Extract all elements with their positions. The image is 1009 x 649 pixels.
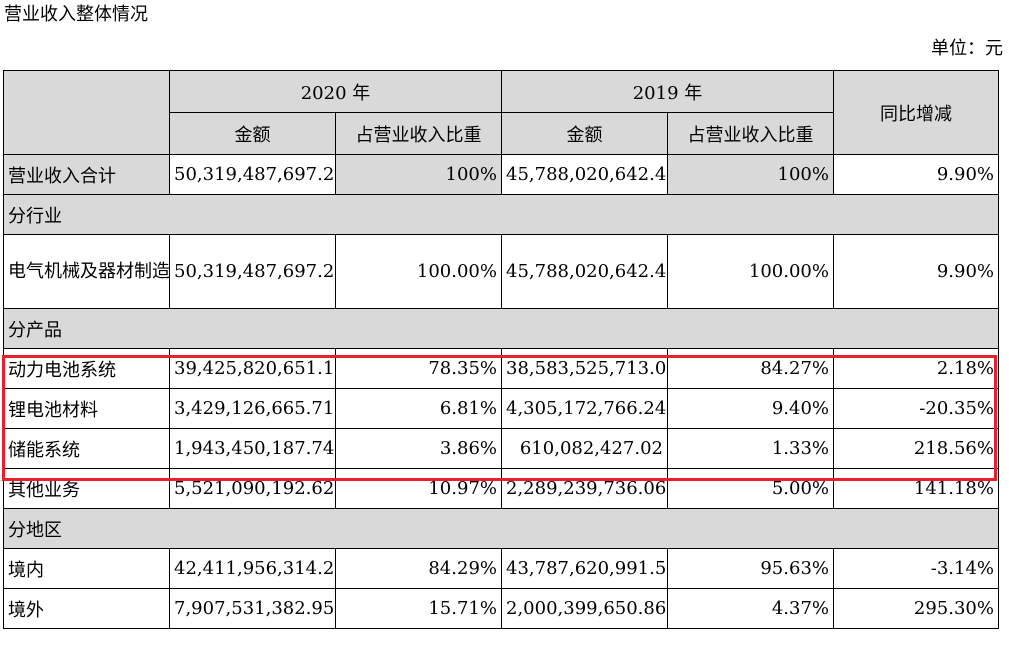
amount-2020: 50,319,487,697.20 — [169, 154, 336, 195]
table-row-overseas: 境外 7,907,531,382.95 15.71% 2,000,399,650… — [3, 588, 999, 629]
ratio-2020: 15.71% — [335, 588, 502, 629]
table-row-storage: 储能系统 1,943,450,187.74 3.86% 610,082,427.… — [3, 428, 999, 469]
amount-2019: 2,289,239,736.06 — [501, 468, 668, 509]
ratio-2019: 1.33% — [667, 428, 834, 469]
amount-2019: 2,000,399,650.86 — [501, 588, 668, 629]
ratio-2019: 4.37% — [667, 588, 834, 629]
document-title: 营业收入整体情况 — [4, 4, 148, 25]
row-label: 锂电池材料 — [3, 388, 170, 429]
yoy-change: 218.56% — [833, 428, 999, 469]
ratio-2020: 84.29% — [335, 548, 502, 589]
ratio-2019: 100% — [667, 154, 834, 195]
row-label: 其他业务 — [3, 468, 170, 509]
ratio-2020: 3.86% — [335, 428, 502, 469]
amount-2019: 43,787,620,991.55 — [501, 548, 668, 589]
unit-label: 单位：元 — [931, 38, 1003, 59]
ratio-2019: 84.27% — [667, 348, 834, 389]
ratio-2019: 5.00% — [667, 468, 834, 509]
ratio-2019: 9.40% — [667, 388, 834, 429]
ratio-2019: 95.63% — [667, 548, 834, 589]
table-row-other: 其他业务 5,521,090,192.62 10.97% 2,289,239,7… — [3, 468, 999, 509]
table-row-domestic: 境内 42,411,956,314.25 84.29% 43,787,620,9… — [3, 548, 999, 589]
amount-2020: 50,319,487,697.20 — [169, 234, 336, 309]
header-amount-2019: 金额 — [501, 112, 668, 155]
amount-2020: 7,907,531,382.95 — [169, 588, 336, 629]
row-label: 储能系统 — [3, 428, 170, 469]
row-label: 电气机械及器材制造业 — [3, 234, 170, 309]
table-row-power-battery: 动力电池系统 39,425,820,651.13 78.35% 38,583,5… — [3, 348, 999, 389]
yoy-change: 295.30% — [833, 588, 999, 629]
ratio-2019: 100.00% — [667, 234, 834, 309]
amount-2019: 38,583,525,713.09 — [501, 348, 668, 389]
amount-2019: 45,788,020,642.41 — [501, 234, 668, 309]
row-label: 动力电池系统 — [3, 348, 170, 389]
header-ratio-2020: 占营业收入比重 — [335, 112, 502, 155]
yoy-change: 9.90% — [833, 154, 999, 195]
yoy-change: -3.14% — [833, 548, 999, 589]
amount-2020: 3,429,126,665.71 — [169, 388, 336, 429]
header-ratio-2019: 占营业收入比重 — [667, 112, 834, 155]
amount-2019: 610,082,427.02 — [501, 428, 668, 469]
header-row-years: 2020 年 2019 年 同比增减 — [3, 70, 999, 155]
ratio-2020: 10.97% — [335, 468, 502, 509]
yoy-change: 2.18% — [833, 348, 999, 389]
header-row-columns: 金额 占营业收入比重 金额 占营业收入比重 — [4, 112, 999, 155]
yoy-change: -20.35% — [833, 388, 999, 429]
section-row-product: 分产品 — [3, 308, 999, 349]
row-label: 境外 — [3, 588, 170, 629]
header-yoy: 同比增减 — [833, 70, 999, 155]
row-label: 营业收入合计 — [3, 154, 170, 195]
table-row-industry: 电气机械及器材制造业 50,319,487,697.20 100.00% 45,… — [3, 234, 999, 309]
amount-2020: 5,521,090,192.62 — [169, 468, 336, 509]
header-year-2019: 2019 年 — [501, 70, 834, 113]
amount-2019: 4,305,172,766.24 — [501, 388, 668, 429]
amount-2020: 1,943,450,187.74 — [169, 428, 336, 469]
section-row-region: 分地区 — [3, 508, 999, 549]
section-label: 分产品 — [3, 308, 999, 349]
amount-2020: 39,425,820,651.13 — [169, 348, 336, 389]
ratio-2020: 100% — [335, 154, 502, 195]
yoy-change: 9.90% — [833, 234, 999, 309]
row-label: 境内 — [3, 548, 170, 589]
ratio-2020: 78.35% — [335, 348, 502, 389]
section-label: 分行业 — [3, 194, 999, 235]
table-row-lithium-material: 锂电池材料 3,429,126,665.71 6.81% 4,305,172,7… — [3, 388, 999, 429]
header-amount-2020: 金额 — [169, 112, 336, 155]
ratio-2020: 6.81% — [335, 388, 502, 429]
amount-2019: 45,788,020,642.41 — [501, 154, 668, 195]
header-year-2020: 2020 年 — [169, 70, 502, 113]
corner-cell — [3, 70, 170, 155]
table-row-total: 营业收入合计 50,319,487,697.20 100% 45,788,020… — [3, 154, 999, 195]
ratio-2020: 100.00% — [335, 234, 502, 309]
revenue-table: 2020 年 2019 年 同比增减 金额 占营业收入比重 金额 占营业收入比重… — [3, 70, 999, 629]
section-label: 分地区 — [3, 508, 999, 549]
section-row-industry: 分行业 — [3, 194, 999, 235]
yoy-change: 141.18% — [833, 468, 999, 509]
amount-2020: 42,411,956,314.25 — [169, 548, 336, 589]
